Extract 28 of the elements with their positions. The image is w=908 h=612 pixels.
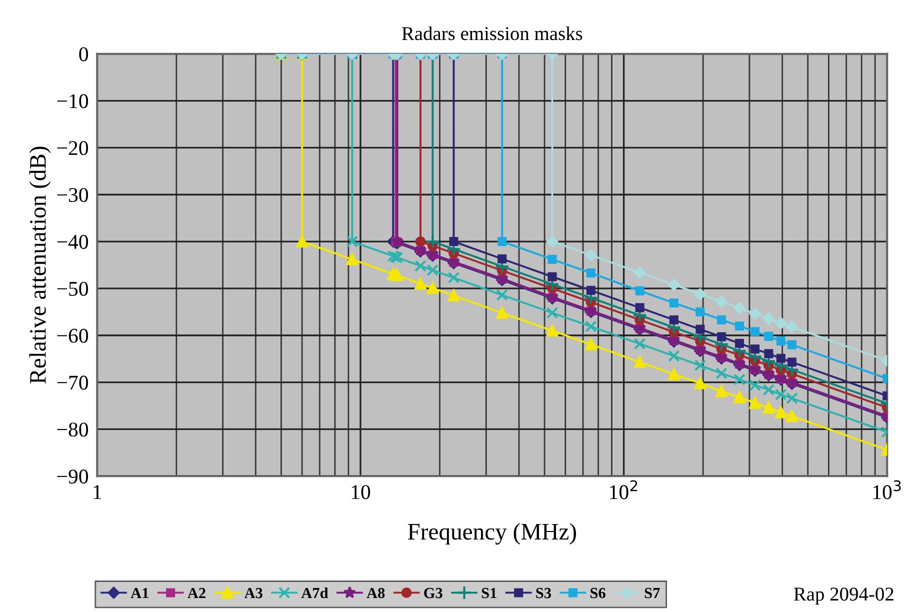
y-tick-label: −30 xyxy=(57,188,88,202)
legend-label: A1 xyxy=(130,588,148,598)
x-axis-title: Frequency (MHz) xyxy=(408,523,576,545)
y-tick-label: −50 xyxy=(57,282,88,296)
y-axis-title: Relative attenuation (dB) xyxy=(29,146,51,384)
text: Rap 2094-02 xyxy=(794,588,894,605)
x-tick-label: 1 xyxy=(94,485,102,499)
y-tick-label: 0 xyxy=(79,47,88,62)
x-tick-label: 10$^{2}$ xyxy=(610,480,638,500)
y-tick-label: −10 xyxy=(57,94,88,108)
legend-label: A3 xyxy=(244,588,262,598)
y-tick-label: −20 xyxy=(57,141,88,156)
legend-label: A7d xyxy=(301,587,328,598)
y-tick-label: −40 xyxy=(57,234,88,249)
legend-label: S7 xyxy=(644,588,660,598)
legend-label: S6 xyxy=(590,588,606,598)
chart-title: Radars emission masks xyxy=(402,26,582,40)
y-tick-label: −80 xyxy=(57,422,88,437)
y-tick-label: −90 xyxy=(57,470,88,484)
legend-label: G3 xyxy=(424,588,442,598)
y-tick-label: −60 xyxy=(57,328,88,343)
legend-label: S1 xyxy=(482,588,496,598)
y-tick-label: −70 xyxy=(57,376,88,390)
x-tick-label: 10 xyxy=(352,485,370,500)
legend-label: A8 xyxy=(366,588,385,598)
legend-label: S3 xyxy=(536,588,552,598)
x-tick-label: 10$^{3}$ xyxy=(873,480,901,500)
legend-label: A2 xyxy=(188,588,206,598)
